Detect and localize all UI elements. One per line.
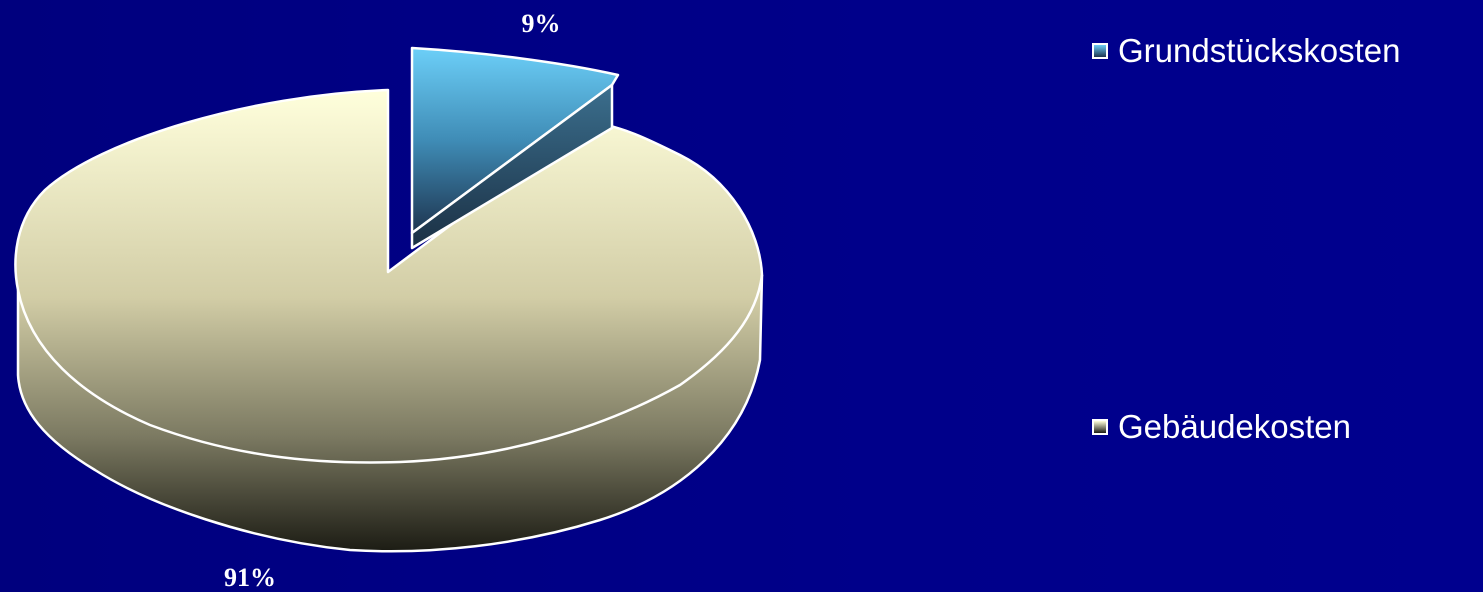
data-label-gebaeudekosten: 91% [224,563,276,592]
chart-legend: Grundstückskosten Gebäudekosten [1092,0,1483,592]
legend-label-grundstueckskosten: Grundstückskosten [1118,32,1401,69]
pie-rim [16,274,764,464]
legend-label-gebaeudekosten: Gebäudekosten [1118,408,1352,445]
legend-item-grundstueckskosten: Grundstückskosten [1092,32,1400,70]
pie-slice-gebaeudekosten [14,88,764,553]
legend-swatch-gebaeudekosten [1092,419,1108,435]
pie-slice-grundstueckskosten-side [410,83,614,250]
pie-slice-grundstueckskosten [410,46,620,235]
data-label-grundstueckskosten: 9% [522,9,561,38]
legend-item-gebaeudekosten: Gebäudekosten [1092,408,1351,446]
legend-swatch-grundstueckskosten [1092,43,1108,59]
